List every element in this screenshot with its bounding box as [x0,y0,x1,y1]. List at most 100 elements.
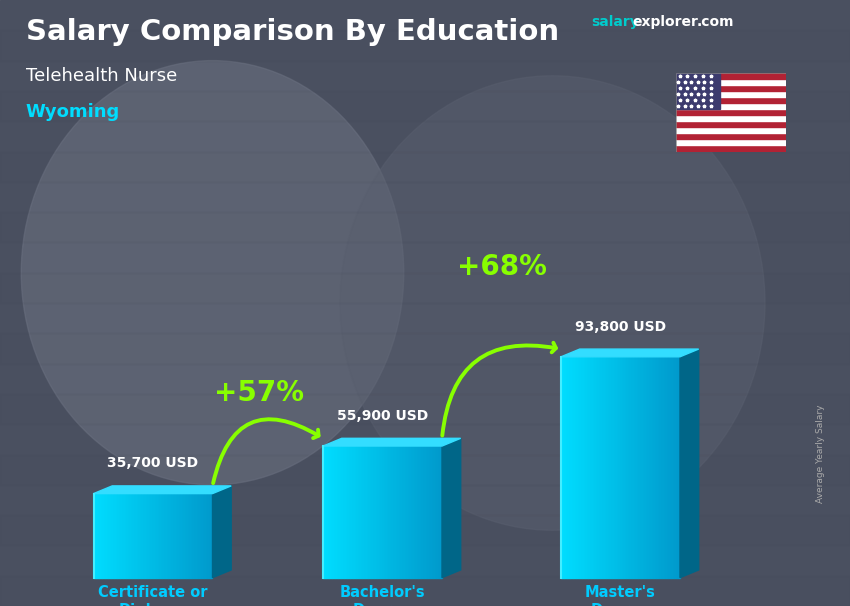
Polygon shape [191,494,195,578]
Polygon shape [359,446,361,578]
Bar [0,242,850,273]
Polygon shape [212,486,231,578]
Polygon shape [197,494,201,578]
Polygon shape [615,357,617,578]
Text: Certificate or
Diploma: Certificate or Diploma [99,585,207,606]
Polygon shape [662,357,665,578]
Polygon shape [341,446,343,578]
Polygon shape [585,357,587,578]
Polygon shape [644,357,648,578]
Polygon shape [656,357,659,578]
Polygon shape [165,494,167,578]
Polygon shape [674,357,677,578]
Text: +57%: +57% [214,379,304,407]
Polygon shape [418,446,422,578]
Text: Master's
Degree: Master's Degree [585,585,656,606]
Polygon shape [561,349,699,357]
Polygon shape [347,446,349,578]
Polygon shape [105,494,109,578]
Polygon shape [665,357,668,578]
Text: 35,700 USD: 35,700 USD [107,456,199,470]
Bar [0,303,850,333]
Polygon shape [564,357,567,578]
Polygon shape [406,446,409,578]
Bar [0,515,850,545]
Polygon shape [442,438,461,578]
Polygon shape [436,446,439,578]
Bar [676,79,786,85]
Polygon shape [323,446,326,578]
Bar [0,91,850,121]
Bar [0,182,850,212]
Bar [0,30,850,61]
Polygon shape [153,494,156,578]
Polygon shape [403,446,406,578]
Polygon shape [138,494,141,578]
Polygon shape [361,446,365,578]
Polygon shape [185,494,189,578]
Bar [0,485,850,515]
Bar [0,364,850,394]
Polygon shape [99,494,102,578]
Bar [0,333,850,364]
Polygon shape [620,357,623,578]
Bar [676,121,786,127]
Polygon shape [174,494,177,578]
Polygon shape [433,446,436,578]
Text: salary: salary [591,15,638,29]
Polygon shape [575,357,579,578]
Polygon shape [123,494,126,578]
Polygon shape [659,357,662,578]
Polygon shape [353,446,355,578]
Polygon shape [638,357,641,578]
Polygon shape [144,494,147,578]
Polygon shape [439,446,442,578]
Polygon shape [150,494,153,578]
Polygon shape [189,494,192,578]
Bar [676,85,786,91]
Polygon shape [162,494,165,578]
Bar [0,61,850,91]
Polygon shape [371,446,373,578]
Polygon shape [671,357,674,578]
Polygon shape [204,494,207,578]
Polygon shape [209,494,212,578]
Polygon shape [349,446,353,578]
Polygon shape [102,494,105,578]
Polygon shape [680,349,699,578]
Polygon shape [409,446,412,578]
Polygon shape [367,446,371,578]
Polygon shape [335,446,337,578]
Polygon shape [111,494,114,578]
Polygon shape [668,357,671,578]
Polygon shape [323,438,461,446]
Polygon shape [114,494,117,578]
Bar [676,115,786,121]
Text: Average Yearly Salary: Average Yearly Salary [816,405,824,504]
Bar [0,152,850,182]
Bar [0,0,850,30]
Bar [0,454,850,485]
Polygon shape [117,494,121,578]
Polygon shape [427,446,430,578]
Text: explorer: explorer [632,15,698,29]
Polygon shape [421,446,424,578]
Polygon shape [611,357,615,578]
Polygon shape [641,357,644,578]
Polygon shape [581,357,585,578]
Bar [0,424,850,454]
Polygon shape [412,446,415,578]
Polygon shape [94,494,97,578]
Bar [0,394,850,424]
Polygon shape [195,494,197,578]
Polygon shape [605,357,609,578]
Text: Salary Comparison By Education: Salary Comparison By Education [26,18,558,46]
Bar [0,273,850,303]
Bar [676,139,786,145]
Text: 93,800 USD: 93,800 USD [575,319,666,334]
Polygon shape [629,357,632,578]
Polygon shape [329,446,332,578]
Polygon shape [373,446,377,578]
Bar [0,545,850,576]
Polygon shape [597,357,599,578]
